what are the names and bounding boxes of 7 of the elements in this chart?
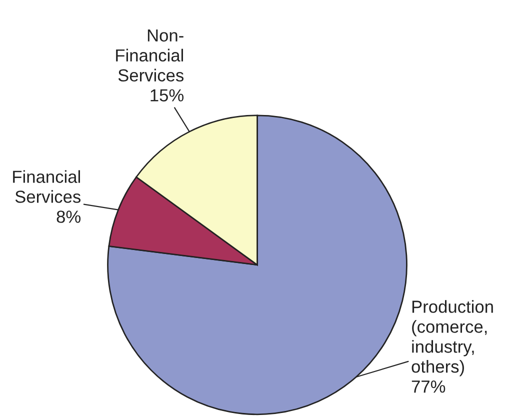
pie-slice bbox=[107, 114, 408, 416]
slice-label: Non- Financial Services bbox=[116, 29, 184, 82]
data-label: 8% bbox=[56, 210, 81, 223]
data-label: 15% bbox=[150, 89, 184, 102]
slice-label: Financial Services bbox=[13, 170, 81, 203]
slice-label: Production (comerce, industry, others) bbox=[412, 300, 493, 376]
data-label: 77% bbox=[412, 380, 446, 393]
